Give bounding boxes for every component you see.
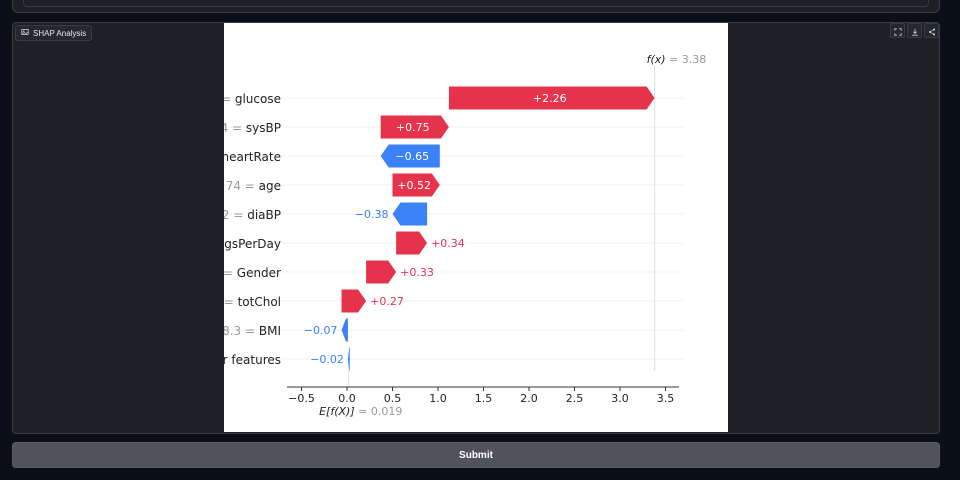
waterfall-bar <box>392 173 440 197</box>
bar-value-label: +2.26 <box>533 92 567 105</box>
bar-value-label: +0.34 <box>431 237 465 250</box>
x-axis-tick-label: 3.5 <box>657 392 675 405</box>
shap-waterfall-plot: +2.26 = glucose +0.75 4 = sysBP −0.65 heartRa… <box>224 23 728 432</box>
waterfall-bar <box>392 202 428 226</box>
waterfall-bar <box>341 289 367 313</box>
x-axis-tick-label: 2.0 <box>520 392 538 405</box>
panel-actions <box>888 23 939 38</box>
bar-value-label: +0.27 <box>370 295 404 308</box>
x-axis-tick-label: 0.5 <box>384 392 402 405</box>
previous-panel-inner <box>23 0 929 7</box>
bar-value-label: −0.65 <box>395 150 429 163</box>
feature-label: r features <box>224 353 281 367</box>
bar-value-label: −0.07 <box>304 324 338 337</box>
x-axis-tick-label: 2.5 <box>566 392 584 405</box>
fullscreen-icon <box>893 23 902 40</box>
bar-value-label: +0.33 <box>400 266 434 279</box>
waterfall-chart: +2.26 = glucose +0.75 4 = sysBP −0.65 heartRa… <box>224 53 707 418</box>
waterfall-bar <box>396 231 428 255</box>
waterfall-bar <box>380 144 440 168</box>
feature-label: 8.3 = BMI <box>224 324 281 338</box>
x-axis-tick-label: −0.5 <box>288 392 315 405</box>
waterfall-bar <box>448 86 655 110</box>
x-axis-tick-label: 1.5 <box>475 392 493 405</box>
image-icon <box>21 28 29 38</box>
feature-label: = totChol <box>224 295 281 309</box>
panel-label: SHAP Analysis <box>15 25 93 41</box>
ex-label: E[f(X)] = 0.019 <box>319 405 402 418</box>
submit-button[interactable]: Submit <box>12 442 940 468</box>
waterfall-bar <box>366 260 397 284</box>
share-icon <box>928 23 936 40</box>
bar-value-label: −0.02 <box>310 353 344 366</box>
feature-label: 2 = diaBP <box>224 208 281 222</box>
bar-value-label: +0.52 <box>397 179 431 192</box>
fx-label: f(x) = 3.38 <box>647 53 707 66</box>
feature-label: = glucose <box>224 92 281 106</box>
previous-panel <box>12 0 940 13</box>
feature-label: igsPerDay <box>224 237 281 251</box>
feature-label: 4 = sysBP <box>224 121 281 135</box>
bar-value-label: −0.38 <box>355 208 389 221</box>
download-button[interactable] <box>907 23 922 38</box>
waterfall-bar <box>341 318 348 342</box>
feature-label: = Gender <box>224 266 281 280</box>
shap-analysis-panel: SHAP Analysis +2.26 = glucose +0.75 4 = sys… <box>12 22 940 434</box>
waterfall-bar <box>347 347 350 371</box>
feature-label: 74 = age <box>226 179 281 193</box>
x-axis-tick-label: 3.0 <box>611 392 629 405</box>
share-button[interactable] <box>924 23 939 38</box>
feature-label: heartRate <box>224 150 281 164</box>
fullscreen-button[interactable] <box>890 23 905 38</box>
panel-label-text: SHAP Analysis <box>33 28 87 38</box>
download-icon <box>911 23 919 40</box>
bar-value-label: +0.75 <box>396 121 430 134</box>
waterfall-bar <box>380 115 449 139</box>
x-axis-tick-label: 0.0 <box>338 392 356 405</box>
x-axis-tick-label: 1.0 <box>429 392 447 405</box>
